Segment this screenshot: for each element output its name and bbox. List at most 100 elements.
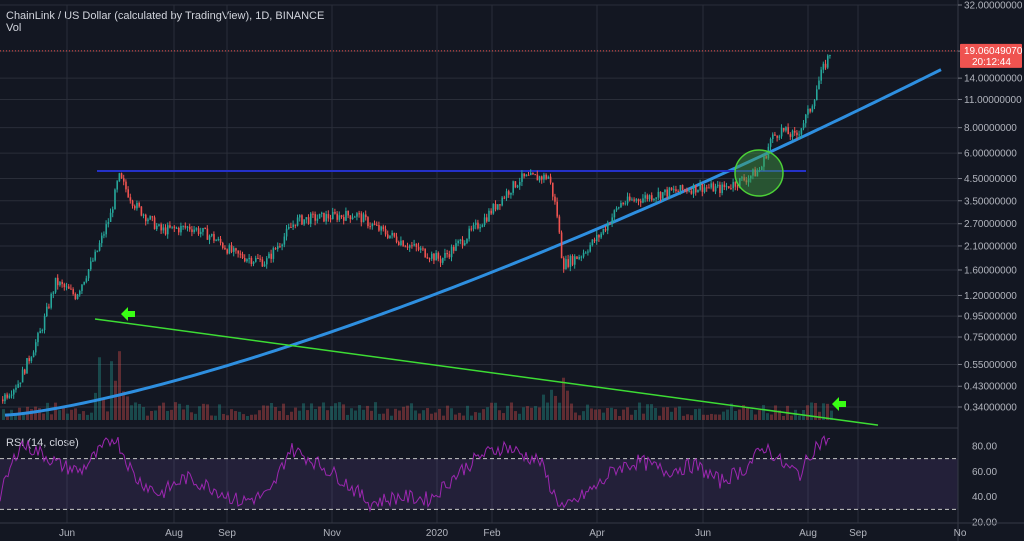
breakout-highlight-circle [734,149,784,197]
candle-body [659,191,662,199]
candle-body [752,169,754,176]
candle-body [208,235,211,240]
volume-bar [402,406,405,420]
candle-body [351,217,354,220]
volume-bar [350,408,353,420]
volume-bar [638,402,641,420]
candle-body [679,185,682,192]
candle-body [721,184,723,193]
candle-body [180,225,182,233]
volume-bar [662,407,665,420]
candle-body [206,228,209,240]
volume-bar [266,405,269,420]
volume-bar [30,409,33,420]
candle-body [233,248,235,252]
candle-body [288,226,290,229]
candle-body [193,229,195,232]
candle-body [158,224,160,226]
candle-body [631,199,633,201]
candle-body [349,215,352,220]
candle-body [8,395,11,398]
volume-bar [254,414,257,420]
candle-body [681,185,684,190]
volume-bar [814,402,817,420]
volume-bar [630,414,633,420]
volume-bar [438,408,441,420]
candle-body [490,210,492,214]
candle-body [536,174,539,181]
candle-body [525,174,528,177]
candle-body [453,246,455,251]
candle-body [488,210,490,222]
candle-body [486,217,488,222]
candle-body [354,216,356,218]
candle-body [384,229,387,235]
candle-body [569,256,572,267]
candle-body [222,242,224,248]
time-label: Sep [849,528,867,539]
candle-body [189,226,191,230]
candle-body [776,135,778,138]
candle-body [101,235,103,244]
candle-body [303,219,305,225]
volume-bar [558,402,561,420]
time-label: Jun [59,528,75,539]
candle-body [604,228,607,231]
candle-body [417,246,420,250]
candle-body [358,213,360,215]
candle-body [153,217,156,230]
volume-bar [82,411,85,420]
price-tick-label: 4.50000000 [964,174,1017,185]
candle-body [334,212,336,214]
volume-bar [294,407,297,420]
volume-bar [826,403,829,420]
candle-body [789,134,792,137]
candle-body [371,223,374,227]
volume-bar [298,410,301,420]
volume-bar [698,408,701,420]
candle-body [59,281,61,286]
candle-body [312,213,314,215]
volume-bar [66,413,69,420]
candle-body [114,189,116,210]
volume-label: Vol [6,22,22,34]
volume-bar [746,407,749,420]
candle-body [785,127,787,131]
candle-body [534,174,536,176]
candle-body [162,227,165,231]
volume-bar [694,409,697,420]
volume-bar [530,407,533,420]
candle-body [356,213,358,217]
candle-body [613,210,616,218]
candle-body [670,187,673,191]
candle-body [2,399,4,402]
volume-bar [274,407,277,420]
volume-bar [14,414,17,420]
candle-body [699,183,701,190]
volume-bar [158,405,161,420]
candle-body [4,394,6,402]
candle-body [505,191,508,198]
candle-body [783,127,785,131]
candle-body [305,217,308,220]
volume-bar [534,406,537,420]
candle-body [811,106,814,112]
candle-body [235,248,237,251]
volume-bar [262,405,265,420]
price-tick-label: 2.70000000 [964,219,1017,230]
candle-body [85,278,88,282]
volume-bar [42,413,45,420]
volume-bar [738,409,741,420]
candle-body [578,257,580,259]
candle-body [83,281,85,285]
candle-body [635,199,638,201]
volume-bar [458,412,461,420]
volume-bar [490,402,493,420]
candle-body [19,382,22,384]
volume-bar [602,412,605,420]
candle-body [39,330,41,334]
time-label: No [954,528,967,539]
volume-bar [86,414,89,420]
candle-body [585,252,587,254]
